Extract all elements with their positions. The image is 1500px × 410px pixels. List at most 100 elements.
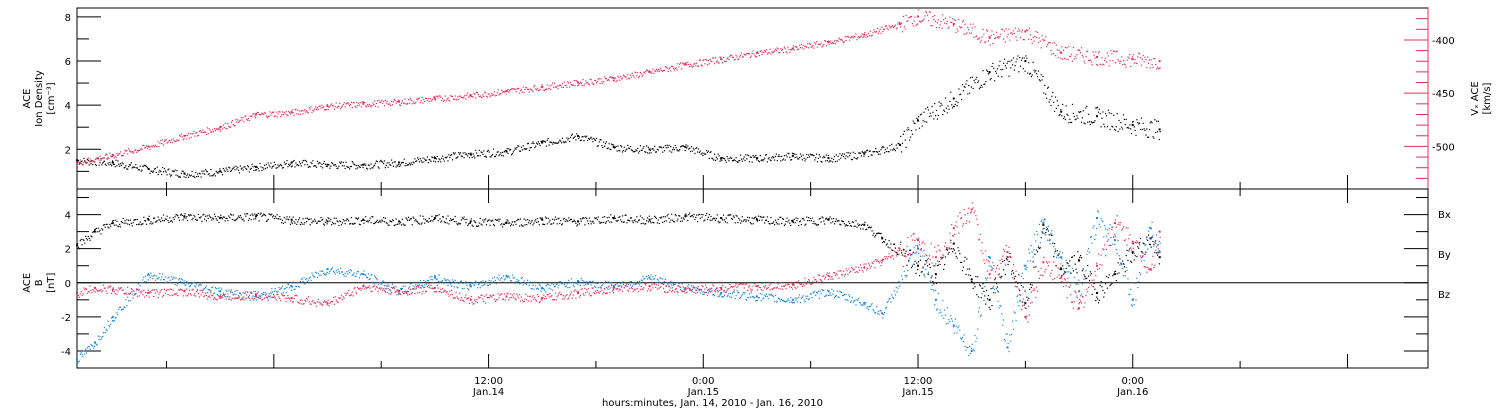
trace-sample (805, 295, 807, 297)
trace-sample (83, 161, 85, 164)
trace-sample (534, 281, 536, 283)
trace-sample (566, 137, 568, 139)
trace-sample (727, 158, 729, 160)
trace-sample (327, 268, 329, 270)
trace-sample (616, 220, 618, 222)
trace-sample (788, 219, 790, 221)
trace-sample (822, 157, 824, 159)
trace-sample (653, 149, 655, 151)
trace-sample (191, 133, 193, 135)
trace-sample (869, 306, 871, 308)
trace-sample (726, 156, 728, 158)
trace-sample (764, 50, 766, 52)
trace-sample (209, 216, 211, 218)
trace-sample (885, 306, 887, 308)
trace-sample (1133, 126, 1135, 128)
trace-sample (237, 119, 239, 121)
trace-sample (867, 32, 870, 34)
trace-sample (801, 218, 803, 220)
trace-sample (838, 220, 840, 222)
trace-sample (414, 103, 416, 105)
trace-sample (214, 287, 216, 289)
trace-sample (485, 155, 487, 157)
trace-sample (1084, 275, 1086, 277)
trace-sample (89, 348, 91, 350)
trace-sample (203, 213, 205, 215)
trace-sample (283, 111, 285, 114)
trace-sample (600, 139, 602, 141)
trace-sample (187, 176, 190, 178)
trace-sample (740, 296, 742, 299)
trace-sample (409, 98, 411, 100)
trace-sample (680, 220, 682, 222)
trace-sample (329, 271, 331, 273)
trace-sample (1006, 36, 1008, 38)
trace-sample (507, 220, 509, 222)
trace-sample (817, 290, 819, 292)
trace-sample (807, 43, 809, 45)
trace-sample (910, 249, 912, 251)
trace-sample (996, 36, 998, 38)
trace-sample (672, 149, 674, 151)
trace-sample (638, 280, 641, 282)
trace-sample (1140, 117, 1142, 119)
trace-sample (317, 108, 319, 110)
trace-sample (545, 88, 547, 90)
trace-sample (431, 276, 433, 278)
trace-sample (432, 279, 434, 281)
trace-sample (282, 167, 284, 169)
trace-sample (1122, 263, 1125, 265)
trace-sample (1062, 265, 1064, 267)
trace-sample (1020, 36, 1022, 39)
trace-sample (276, 292, 278, 294)
trace-sample (638, 152, 640, 154)
trace-sample (1016, 286, 1018, 288)
trace-sample (323, 160, 326, 163)
trace-sample (525, 219, 527, 221)
trace-sample (871, 303, 873, 305)
trace-sample (1119, 258, 1121, 260)
trace-sample (1023, 265, 1025, 267)
trace-sample (614, 77, 616, 79)
trace-sample (1158, 67, 1160, 69)
trace-sample (736, 215, 738, 217)
trace-sample (718, 155, 720, 157)
trace-sample (863, 155, 865, 157)
trace-sample (446, 156, 448, 158)
trace-sample (268, 213, 270, 215)
trace-sample (101, 337, 103, 339)
trace-sample (143, 216, 145, 218)
trace-sample (658, 146, 660, 148)
trace-sample (766, 53, 768, 55)
trace-sample (160, 171, 162, 173)
trace-sample (391, 221, 393, 223)
trace-sample (588, 84, 590, 86)
trace-sample (354, 105, 356, 107)
trace-sample (1021, 301, 1023, 303)
trace-sample (881, 312, 883, 314)
trace-sample (623, 75, 625, 77)
trace-sample (134, 149, 136, 151)
trace-sample (857, 157, 859, 159)
trace-sample (137, 283, 139, 285)
trace-sample (142, 279, 144, 281)
trace-sample (102, 229, 104, 231)
trace-sample (954, 19, 956, 21)
trace-sample (102, 162, 104, 164)
trace-sample (109, 223, 111, 225)
trace-sample (542, 140, 544, 142)
trace-sample (277, 164, 279, 166)
trace-sample (204, 131, 207, 133)
trace-sample (128, 300, 130, 302)
trace-sample (1001, 275, 1003, 277)
trace-sample (572, 84, 574, 86)
trace-sample (640, 149, 642, 151)
trace-sample (452, 98, 454, 100)
trace-sample (228, 289, 230, 291)
trace-sample (571, 281, 573, 283)
trace-sample (996, 68, 998, 70)
trace-sample (667, 70, 669, 72)
trace-sample (876, 313, 879, 315)
trace-sample (530, 146, 532, 149)
trace-sample (360, 273, 362, 275)
